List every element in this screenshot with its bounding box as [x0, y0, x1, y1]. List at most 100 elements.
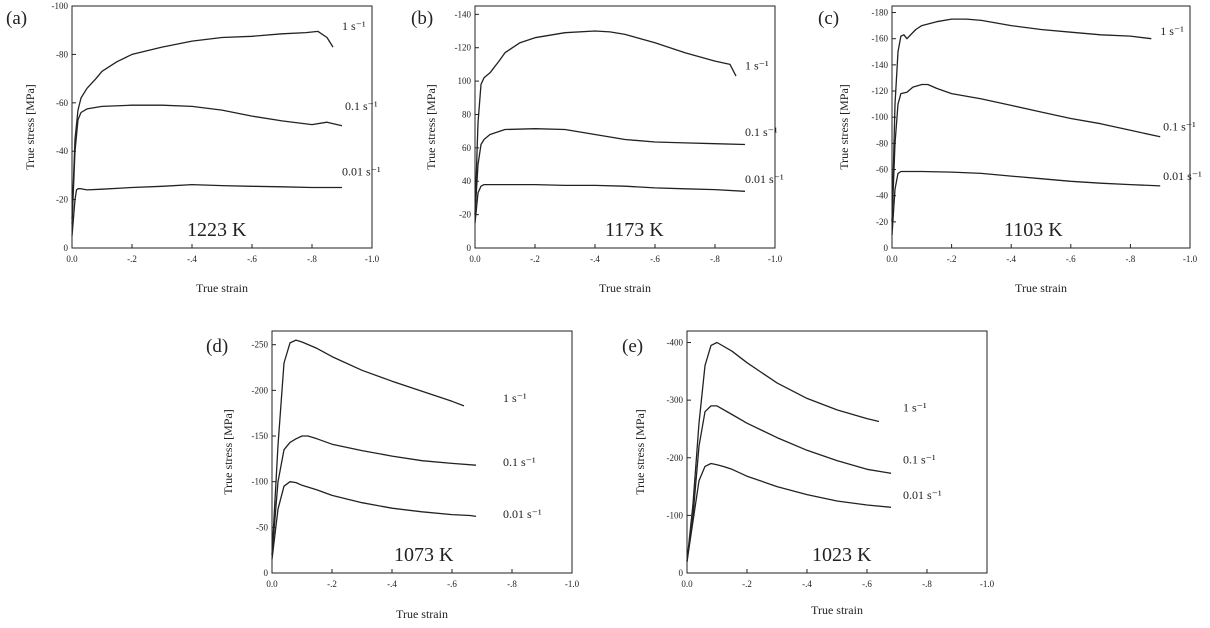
plot-frame [271, 330, 573, 574]
y-tick-label: -100 [872, 112, 889, 122]
y-tick-label: -250 [252, 340, 269, 350]
x-axis-label: True strain [396, 607, 448, 621]
x-tick-label: -.8 [710, 254, 720, 264]
y-axis-label: True stress [MPa] [633, 409, 647, 495]
series-line [271, 481, 477, 560]
y-tick-label: -160 [872, 34, 889, 44]
temperature-label: 1073 K [394, 544, 454, 566]
temperature-label: 1023 K [812, 544, 872, 566]
series-label: 1 s⁻¹ [342, 19, 366, 33]
y-tick-label: 0 [467, 243, 472, 253]
temperature-label: 1103 K [1004, 219, 1063, 241]
x-tick-label: 0.0 [681, 579, 693, 589]
y-tick-label: -180 [872, 8, 889, 18]
series-line [891, 18, 1152, 222]
series-line [686, 462, 892, 562]
x-tick-label: -.2 [327, 579, 337, 589]
x-tick-label: 0.0 [469, 254, 481, 264]
series-line [474, 183, 746, 224]
series-label: 0.01 s⁻¹ [342, 164, 381, 178]
series-label: 0.01 s⁻¹ [745, 172, 784, 186]
y-tick-label: 80 [462, 109, 472, 119]
data-series: 1 s⁻¹ 0.1 s⁻¹ 0.01 s⁻¹ [271, 339, 542, 560]
y-tick-label: 0 [64, 243, 69, 253]
y-tick-label: -300 [667, 395, 684, 405]
y-tick-label: -100 [667, 510, 684, 520]
plot-frame [891, 5, 1191, 249]
chart-panel-c: (c) 1103 K True strain True stress [MPa]… [818, 5, 1202, 295]
axis-ticks: 0.0 -.2 -.4 -.6 -.8 -1.0 0 -20 -40 -60 -80 -100 [52, 1, 380, 264]
y-tick-label: -150 [252, 431, 269, 441]
series-label: 0.1 s⁻¹ [745, 125, 778, 139]
chart-panel-d: (d) 1073 K True strain True stress [MPa]… [206, 330, 580, 621]
plot-frame [71, 5, 373, 249]
x-tick-label: -.6 [447, 579, 457, 589]
x-tick-label: -.8 [507, 579, 517, 589]
x-tick-label: -.8 [922, 579, 932, 589]
y-tick-label: -120 [872, 86, 889, 96]
panel-letter: (a) [6, 8, 27, 29]
y-axis-label: True stress [MPa] [221, 409, 235, 495]
x-tick-label: -.6 [247, 254, 257, 264]
axis-ticks: 0.0 -.2 -.4 -.6 -.8 -1.0 0 -20 40 60 80 100 -120 -140 [455, 9, 783, 264]
axis-ticks: 0.0 -.2 -.4 -.6 -.8 -1.0 0 -20 -40 -60 -80 -100 -120… [872, 8, 1198, 264]
y-tick-label: -100 [52, 1, 69, 11]
x-tick-label: -1.0 [365, 254, 380, 264]
series-label: 1 s⁻¹ [745, 58, 769, 72]
x-tick-label: -1.0 [980, 579, 995, 589]
y-tick-label: -60 [876, 165, 888, 175]
x-tick-label: -1.0 [768, 254, 783, 264]
series-line [891, 83, 1161, 222]
y-tick-label: 0 [264, 568, 269, 578]
y-tick-label: -200 [252, 385, 269, 395]
series-line [686, 341, 880, 562]
y-tick-label: -140 [872, 60, 889, 70]
y-tick-label: -20 [56, 195, 68, 205]
y-tick-label: -40 [876, 191, 888, 201]
y-tick-label: 60 [462, 143, 472, 153]
x-tick-label: -.4 [187, 254, 197, 264]
y-tick-label: -100 [252, 477, 269, 487]
x-tick-label: -.8 [307, 254, 317, 264]
y-tick-label: -60 [56, 98, 68, 108]
y-axis-label: True stress [MPa] [23, 84, 37, 170]
x-axis-label: True strain [196, 281, 248, 295]
series-line [271, 339, 465, 555]
series-line [71, 30, 334, 220]
y-tick-label: -140 [455, 9, 472, 19]
series-line [71, 183, 342, 236]
y-tick-label: -80 [876, 138, 888, 148]
chart-panel-a: (a) 1223 K True strain True stress [MPa]… [6, 1, 381, 295]
x-tick-label: -.2 [530, 254, 540, 264]
x-axis-label: True strain [599, 281, 651, 295]
y-tick-label: -80 [56, 49, 68, 59]
x-tick-label: -.4 [590, 254, 600, 264]
series-label: 0.1 s⁻¹ [345, 99, 378, 113]
x-tick-label: -.2 [742, 579, 752, 589]
x-tick-label: -.4 [1006, 254, 1016, 264]
y-tick-label: 0 [679, 568, 684, 578]
y-tick-label: 40 [462, 176, 472, 186]
axis-ticks: 0.0 -.2 -.4 -.6 -.8 -1.0 0 -100 -200 -300 -400 [667, 338, 995, 589]
series-label: 1 s⁻¹ [1160, 24, 1184, 38]
series-label: 0.01 s⁻¹ [903, 488, 942, 502]
temperature-label: 1173 K [605, 219, 664, 241]
axis-ticks: 0.0 -.2 -.4 -.6 -.8 -1.0 0 -50 -100 -150 -200 -250 [252, 340, 580, 589]
series-line [474, 128, 746, 215]
data-series: 1 s⁻¹ 0.1 s⁻¹ 0.01 s⁻¹ [891, 18, 1202, 235]
x-tick-label: -1.0 [1183, 254, 1198, 264]
series-label: 0.01 s⁻¹ [503, 507, 542, 521]
temperature-label: 1223 K [187, 219, 247, 241]
x-tick-label: -.4 [802, 579, 812, 589]
series-label: 1 s⁻¹ [503, 391, 527, 405]
x-tick-label: -.8 [1126, 254, 1136, 264]
x-tick-label: -1.0 [565, 579, 580, 589]
series-line [71, 104, 343, 224]
x-axis-label: True strain [811, 603, 863, 617]
data-series: 1 s⁻¹ 0.1 s⁻¹ 0.01 s⁻¹ [474, 30, 784, 224]
plot-frame [686, 330, 988, 574]
x-tick-label: -.6 [1066, 254, 1076, 264]
y-axis-label: True stress [MPa] [837, 84, 851, 170]
panel-letter: (c) [818, 8, 839, 29]
